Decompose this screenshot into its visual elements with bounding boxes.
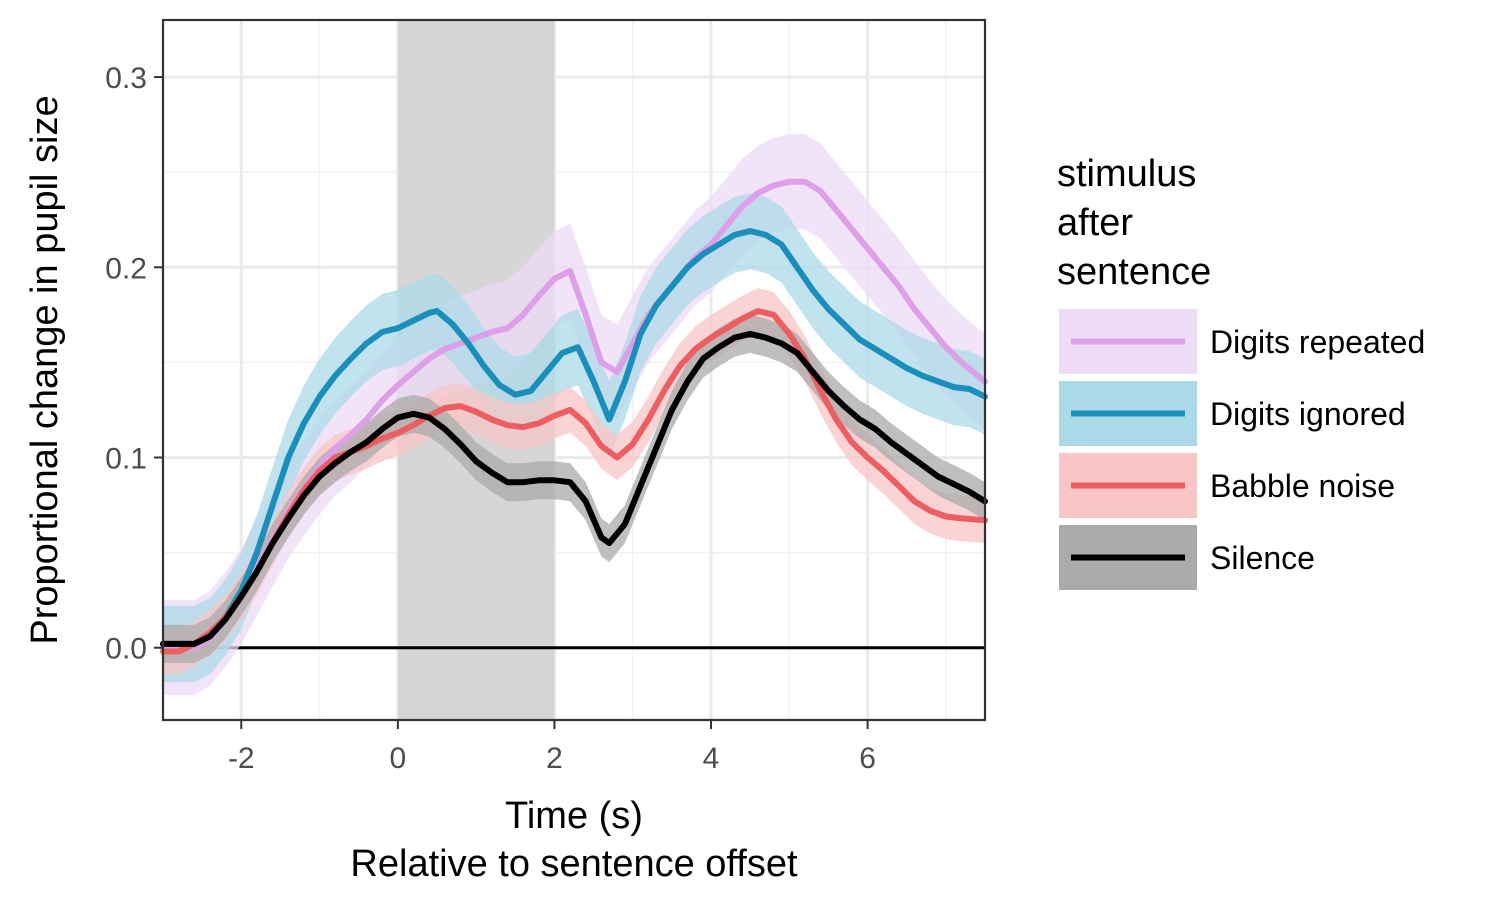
y-tick-label: 0.3 xyxy=(105,62,147,95)
x-axis-title: Time (s) xyxy=(505,795,643,837)
legend-items: Digits repeated Digits ignored Babble nois… xyxy=(1059,309,1425,590)
y-tick-label: 0.0 xyxy=(105,633,147,666)
y-axis-title: Proportional change in pupil size xyxy=(24,95,66,644)
y-axis-ticks: 0.0 0.1 0.2 0.3 xyxy=(105,62,163,666)
panel-border xyxy=(161,18,987,722)
x-axis-ticks: -2 0 2 4 6 xyxy=(228,720,876,775)
x-axis-subtitle: Relative to sentence offset xyxy=(350,843,798,885)
legend-label-digits-ignored: Digits ignored xyxy=(1210,396,1406,432)
x-tick-label: -2 xyxy=(228,742,255,775)
y-tick-label: 0.2 xyxy=(105,252,147,285)
x-tick-label: 0 xyxy=(390,742,407,775)
legend-title-line-2: after xyxy=(1057,202,1133,244)
legend-title-line-3: sentence xyxy=(1057,251,1211,293)
x-tick-label: 2 xyxy=(546,742,563,775)
series-line-digits-ignored xyxy=(160,228,988,647)
series-line-silence xyxy=(160,330,988,647)
series-lines xyxy=(160,178,988,655)
ribbon-digits-ignored xyxy=(163,193,985,682)
legend-label-digits-repeated: Digits repeated xyxy=(1210,324,1425,360)
x-tick-label: 6 xyxy=(859,742,876,775)
y-tick-label: 0.1 xyxy=(105,443,147,476)
legend: stimulus after sentence Digits repeatedD… xyxy=(1057,153,1425,590)
legend-label-babble-noise: Babble noise xyxy=(1210,468,1395,504)
x-tick-label: 4 xyxy=(703,742,720,775)
legend-label-silence: Silence xyxy=(1210,540,1315,576)
legend-title-line-1: stimulus xyxy=(1057,153,1196,195)
